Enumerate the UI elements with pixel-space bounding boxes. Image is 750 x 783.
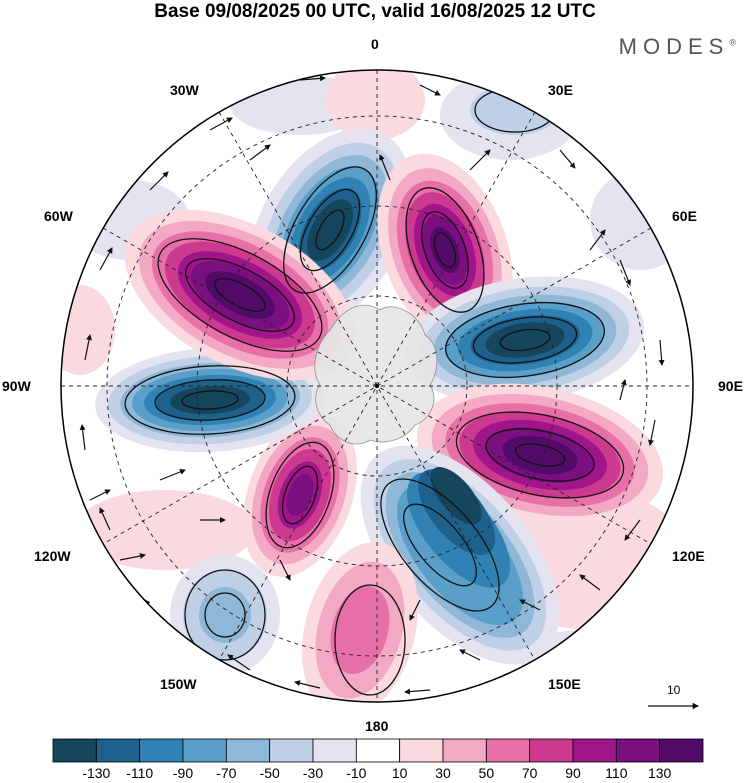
colorbar-tick-label: -10	[346, 765, 367, 781]
colorbar	[52, 738, 704, 763]
colorbar-tick-label: -30	[302, 765, 324, 781]
lon-label-150w: 150W	[160, 676, 197, 692]
lon-label-30w: 30W	[170, 82, 199, 98]
chart-title: Base 09/08/2025 00 UTC, valid 16/08/2025…	[154, 1, 596, 22]
lon-label-60e: 60E	[672, 208, 697, 224]
colorbar-tick-label: -70	[216, 765, 237, 781]
colorbar-swatch	[399, 738, 444, 763]
colorbar-swatch	[615, 738, 661, 763]
colorbar-swatch	[269, 738, 314, 763]
lon-label-30e: 30E	[548, 82, 573, 98]
lobe-negative-150w	[170, 555, 280, 675]
colorbar-tick-label: -50	[259, 765, 280, 781]
colorbar-swatch	[659, 738, 704, 763]
lobe-negative-95w	[95, 347, 325, 453]
lon-label-120e: 120E	[672, 548, 705, 564]
streamlines	[124, 87, 625, 696]
colorbar-tick-label: -130	[82, 765, 111, 781]
lobe-negative-40w	[248, 128, 412, 332]
lon-label-90e: 90E	[718, 378, 743, 394]
colorbar-swatch	[182, 738, 227, 763]
lon-label-0: 0	[371, 36, 379, 52]
colorbar-swatch	[52, 738, 97, 763]
antarctica-landmass	[314, 304, 438, 445]
colorbar-swatch	[95, 738, 141, 763]
colorbar-swatch	[139, 738, 184, 763]
lon-label-120w: 120W	[34, 548, 71, 564]
south-pole-marker	[375, 384, 379, 388]
colorbar-swatch	[572, 738, 617, 763]
colorbar-swatch	[312, 738, 357, 763]
lobe-positive-180	[301, 541, 419, 702]
lon-label-150e: 150E	[548, 676, 581, 692]
colorbar-tick-label: 130	[647, 765, 672, 781]
lon-label-60w: 60W	[44, 208, 73, 224]
lobe-negative-160e	[360, 445, 560, 665]
colorbar-swatch	[485, 738, 531, 763]
colorbar-swatch	[225, 738, 271, 763]
brand-text: MODES	[618, 34, 730, 59]
colorbar-swatch	[529, 738, 574, 763]
colorbar-swatch	[355, 738, 401, 763]
lon-label-180: 180	[365, 718, 389, 734]
colorbar-tick-label: 70	[521, 765, 538, 781]
colorbar-tick-label: 50	[478, 765, 495, 781]
lon-label-90w: 90W	[2, 378, 31, 394]
brand-logo: MODES®	[619, 34, 736, 60]
reference-vector-label: 10	[667, 683, 681, 697]
colorbar-tick-label: 30	[435, 765, 451, 781]
colorbar-tick-label: 10	[391, 765, 408, 781]
colorbar-tick-label: -90	[172, 765, 194, 781]
colorbar-tick-label: 110	[605, 765, 628, 781]
colorbar-swatch	[442, 738, 487, 763]
colorbar-tick-label: 90	[565, 765, 581, 781]
registered-mark: ®	[729, 37, 736, 48]
colorbar-tick-label: -110	[126, 765, 154, 781]
map-boundary	[60, 69, 694, 703]
